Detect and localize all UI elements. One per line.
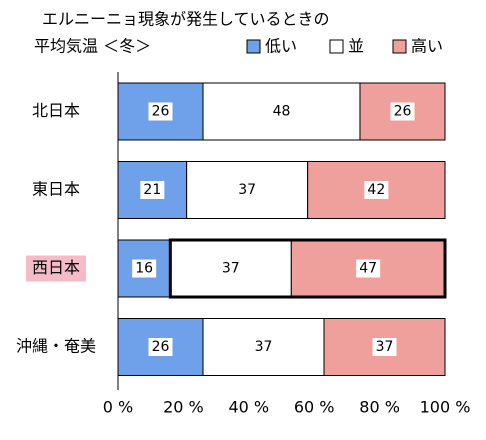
value-label: 42 <box>367 182 385 198</box>
legend-swatch <box>329 39 344 54</box>
legend-label: 低い <box>265 37 297 56</box>
value-label: 16 <box>135 261 153 277</box>
value-label-bg <box>356 259 381 278</box>
chart-subtitle: 平均気温 ＜冬＞ <box>34 37 151 56</box>
value-label-bg <box>140 181 165 199</box>
value-label-bg <box>148 338 173 356</box>
value-label: 37 <box>376 339 394 355</box>
value-label-bg <box>148 102 173 121</box>
y-tick-label: 西日本 <box>32 258 80 277</box>
legend-swatch <box>392 39 407 54</box>
value-label-bg <box>218 259 243 278</box>
x-tick-label: 0 % <box>103 398 133 417</box>
y-tick-label: 東日本 <box>32 180 80 199</box>
value-label: 21 <box>143 182 161 198</box>
legend-label: 高い <box>411 37 443 56</box>
value-label-bg <box>235 181 260 199</box>
value-label: 26 <box>152 339 170 355</box>
x-tick-label: 20 % <box>163 398 204 417</box>
value-label: 37 <box>255 339 273 355</box>
x-tick-label: 60 % <box>294 398 335 417</box>
value-label-bg <box>390 102 415 121</box>
value-label-bg <box>364 181 389 199</box>
x-tick-label: 40 % <box>228 398 269 417</box>
value-label: 48 <box>273 104 291 120</box>
value-label: 47 <box>359 261 377 277</box>
legend-label: 並 <box>348 37 364 56</box>
value-label: 26 <box>394 104 412 120</box>
value-label: 37 <box>222 261 240 277</box>
x-tick-label: 100 % <box>420 398 471 417</box>
value-label-bg <box>372 338 397 356</box>
value-label-bg <box>251 338 276 356</box>
y-tick-label: 北日本 <box>32 101 80 120</box>
chart-title: エルニーニョ現象が発生しているときの <box>42 10 330 29</box>
y-tick-label: 沖縄・奄美 <box>16 337 96 356</box>
highlight-frame <box>168 238 447 299</box>
value-label-bg <box>132 259 157 278</box>
value-label-bg <box>269 102 294 121</box>
category-highlight <box>26 255 86 282</box>
legend-swatch <box>246 39 261 54</box>
value-label: 26 <box>152 104 170 120</box>
x-tick-label: 80 % <box>359 398 400 417</box>
value-label: 37 <box>238 182 256 198</box>
